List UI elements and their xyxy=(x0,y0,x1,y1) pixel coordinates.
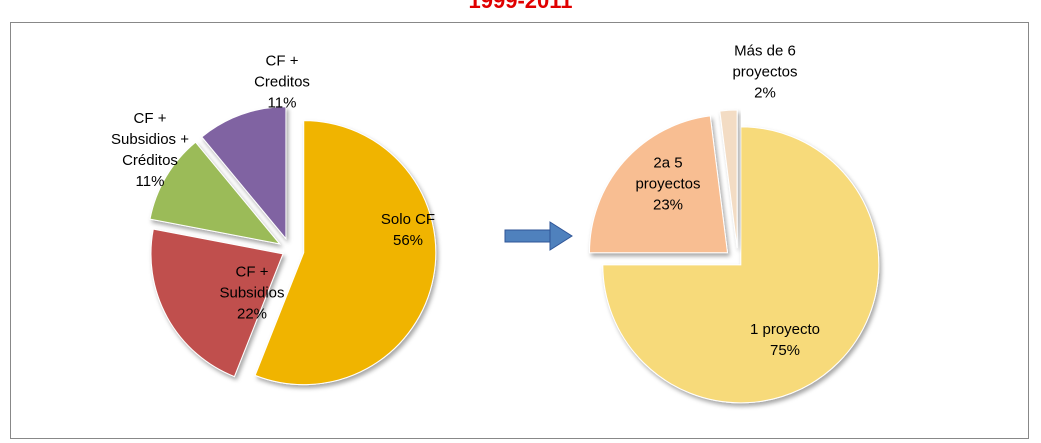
category-label: 2a 5 proyectos xyxy=(635,154,701,193)
slice-label: CF + Creditos 11% xyxy=(247,51,317,114)
value-label: 56% xyxy=(392,232,424,249)
value-label: 75% xyxy=(769,342,801,359)
slice-label: 2a 5 proyectos 23% xyxy=(628,153,708,216)
pie-slice xyxy=(201,106,287,241)
category-label: CF + Subsidios + Créditos xyxy=(111,110,189,169)
category-label: Más de 6 proyectos xyxy=(732,42,798,81)
pie-slice xyxy=(149,141,281,245)
category-label: 1 proyecto xyxy=(749,321,821,338)
slice-label: 1 proyecto 75% xyxy=(745,319,825,361)
value-label: 11% xyxy=(267,94,297,112)
value-label: 23% xyxy=(652,196,684,214)
category-label: CF + Subsidios xyxy=(219,263,285,302)
pie-slice xyxy=(254,120,437,386)
value-label: 11% xyxy=(135,173,165,190)
slice-label: Solo CF 56% xyxy=(373,209,443,251)
arrow xyxy=(504,221,573,251)
pie-slice xyxy=(150,228,284,378)
pie-slice xyxy=(602,126,880,404)
pie-slice xyxy=(588,115,729,254)
chart-frame xyxy=(10,22,1029,439)
slice-label: CF + Subsidios 22% xyxy=(212,262,292,325)
slice-label: CF + Subsidios + Créditos 11% xyxy=(105,108,195,192)
chart-title: 1999-2011 xyxy=(468,0,573,13)
slice-label: Más de 6 proyectos 2% xyxy=(710,41,820,104)
value-label: 2% xyxy=(754,84,776,102)
value-label: 22% xyxy=(236,305,268,323)
category-label: CF + Creditos xyxy=(254,52,310,91)
category-label: Solo CF xyxy=(380,211,436,228)
pie-slice xyxy=(719,109,738,249)
